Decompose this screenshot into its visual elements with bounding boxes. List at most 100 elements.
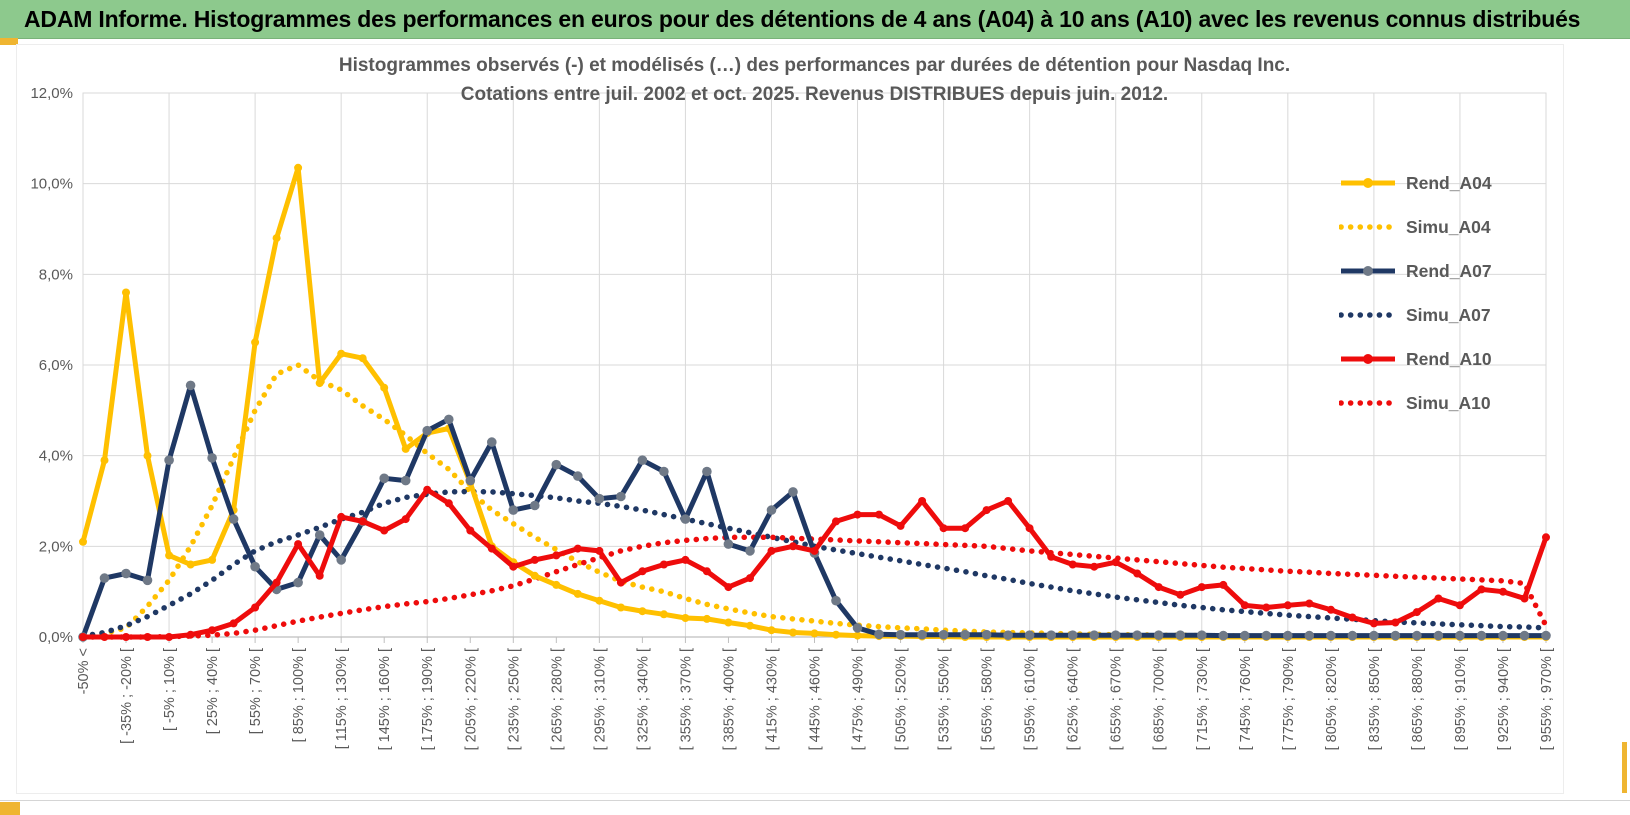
series-rend_a10-marker [573,544,582,553]
series-rend_a07-marker [293,577,303,588]
x-axis-label: [ 835% ; 850% [ [1367,648,1383,750]
x-axis-label: [ 475% ; 490% [ [851,648,867,750]
series-rend_a10-marker [1219,580,1228,589]
x-axis-label: [ 955% ; 970% [ [1539,648,1555,750]
series-rend_a10-marker [122,633,130,641]
series-rend_a07-marker [680,514,691,524]
series-simu_a04-line[interactable] [80,362,1549,640]
legend-sample-simu-a10 [1338,396,1398,410]
series-rend_a04-marker [659,610,668,619]
series-rend_a07-marker [1261,630,1272,641]
x-axis-label: [ 355% ; 370% [ [678,648,694,750]
legend-marker-sample [1363,178,1373,188]
series-rend_a07-marker [1390,630,1401,641]
series-rend_a07-marker [422,425,433,436]
series-rend_a10-marker [1240,601,1249,610]
series-rend_a07-marker [637,455,648,466]
series-rend_a10-marker [100,633,109,641]
series-rend_a04-marker [746,621,754,630]
series-rend_a07-marker [508,505,519,515]
series-rend_a07-marker [1347,630,1358,641]
series-rend_a10-marker [79,633,87,641]
series-rend_a10-marker [1154,583,1163,592]
series-rend_a10-marker [1348,613,1357,622]
legend-item-rend-a07[interactable]: Rend_A07 [1339,249,1492,293]
series-rend_a07-marker [659,466,669,477]
series-rend_a07-marker [336,555,347,565]
series-rend_a10-marker [1477,585,1486,594]
series-rend_a07-marker [314,530,325,540]
series-rend_a04-line[interactable] [80,165,1546,640]
legend-item-simu-a10[interactable]: Simu_A10 [1338,381,1492,425]
chart-title: Histogrammes observés (-) et modélisés (… [83,51,1546,109]
series-rend_a07-marker [1110,630,1121,640]
series-rend_a07-marker [1218,630,1229,641]
legend-item-rend-a10[interactable]: Rend_A10 [1339,337,1492,381]
series-rend_a07-marker [831,595,841,606]
plot-area[interactable]: 0,0% 2,0% 4,0% 6,0% 8,0% 10,0% 12,0% -50% < [ -3… [17,45,1563,793]
legend-item-simu-a07[interactable]: Simu_A07 [1338,293,1492,337]
series-rend_a10-marker [1305,599,1314,608]
x-axis-label: [ 805% ; 820% [ [1324,648,1340,750]
series-rend_a10-marker [1111,558,1120,567]
legend-item-simu-a04[interactable]: Simu_A04 [1338,205,1492,249]
series-rend_a07-marker [616,491,626,502]
series-rend_a10-marker [1391,618,1400,627]
x-axis-label: [ 925% ; 940% [ [1496,648,1512,750]
series-rend_a10-marker [444,499,453,508]
series-rend_a10-marker [315,571,324,580]
series-rend_a10-marker [832,517,840,526]
series-rend_a07-marker [1326,630,1336,641]
x-axis-label: [ 595% ; 610% [ [1023,648,1039,750]
series-rend_a07-marker [1153,630,1164,640]
x-axis-label: [ 775% ; 790% [ [1281,648,1297,750]
series-rend_a10-marker [638,567,647,576]
x-axis-label: [ 235% ; 250% [ [506,648,522,750]
x-axis-label: [ -35% ; -20% [ [119,648,135,744]
series-rend_a10-marker [1004,497,1013,505]
legend-marker-sample [1363,354,1373,364]
legend-item-rend-a04[interactable]: Rend_A04 [1339,161,1492,205]
series-rend_a10-marker [702,567,711,576]
legend-label: Rend_A04 [1406,172,1492,193]
x-axis-label: [ 715% ; 730% [ [1195,648,1211,750]
x-axis-label: [ 55% ; 70% [ [248,648,264,734]
series-simu_a10-line[interactable] [80,534,1549,640]
series-rend_a10-marker [1090,562,1099,571]
series-rend_a07-line[interactable] [80,382,1546,639]
series-rend_a04-marker [832,630,840,639]
window-bottom-divider [0,800,1630,801]
series-rend_a07-marker [1476,630,1487,641]
series-rend_a10-marker [251,603,260,612]
series-rend_a07-marker [1240,630,1250,641]
series-rend_a07-marker [594,493,605,504]
series-rend_a07-marker [164,455,174,466]
legend-sample-rend-a10 [1339,352,1397,366]
series-rend_a10-marker [789,542,797,551]
series-rend_a07-marker [379,473,390,484]
x-axis-label: [ 565% ; 580% [ [980,648,996,750]
series-rend_a07-marker [121,568,131,579]
y-axis-label: 0,0% [39,629,73,646]
series-rend_a07-marker [142,575,153,586]
series-rend_a10-marker [1262,603,1271,612]
series-rend_a10-marker [358,517,367,526]
series-rend_a10-marker [875,510,883,519]
legend-sample-simu-a04 [1338,220,1398,234]
series-rend_a10-marker [1499,587,1507,596]
series-rend_a10-marker [939,524,948,533]
x-axis-label: [ 535% ; 550% [ [937,648,953,750]
series-rend_a07-marker [1003,630,1013,640]
x-axis-label: [ 175% ; 190% [ [420,648,436,750]
chart-area[interactable]: Histogrammes observés (-) et modélisés (… [16,44,1564,794]
series-rend_a10-marker [401,515,410,524]
series-rend_a10-line[interactable] [83,487,1549,640]
series-rend_a10-marker [659,560,668,569]
series-rend_a07-marker [1455,630,1465,641]
chart-title-line2: Cotations entre juil. 2002 et oct. 2025.… [460,84,1169,105]
series-rend_a10-marker [272,578,281,587]
series-rend_a10-marker [466,526,475,535]
series-simu_a07-line[interactable] [80,488,1549,639]
x-axis-label: [ 265% ; 280% [ [549,648,565,750]
